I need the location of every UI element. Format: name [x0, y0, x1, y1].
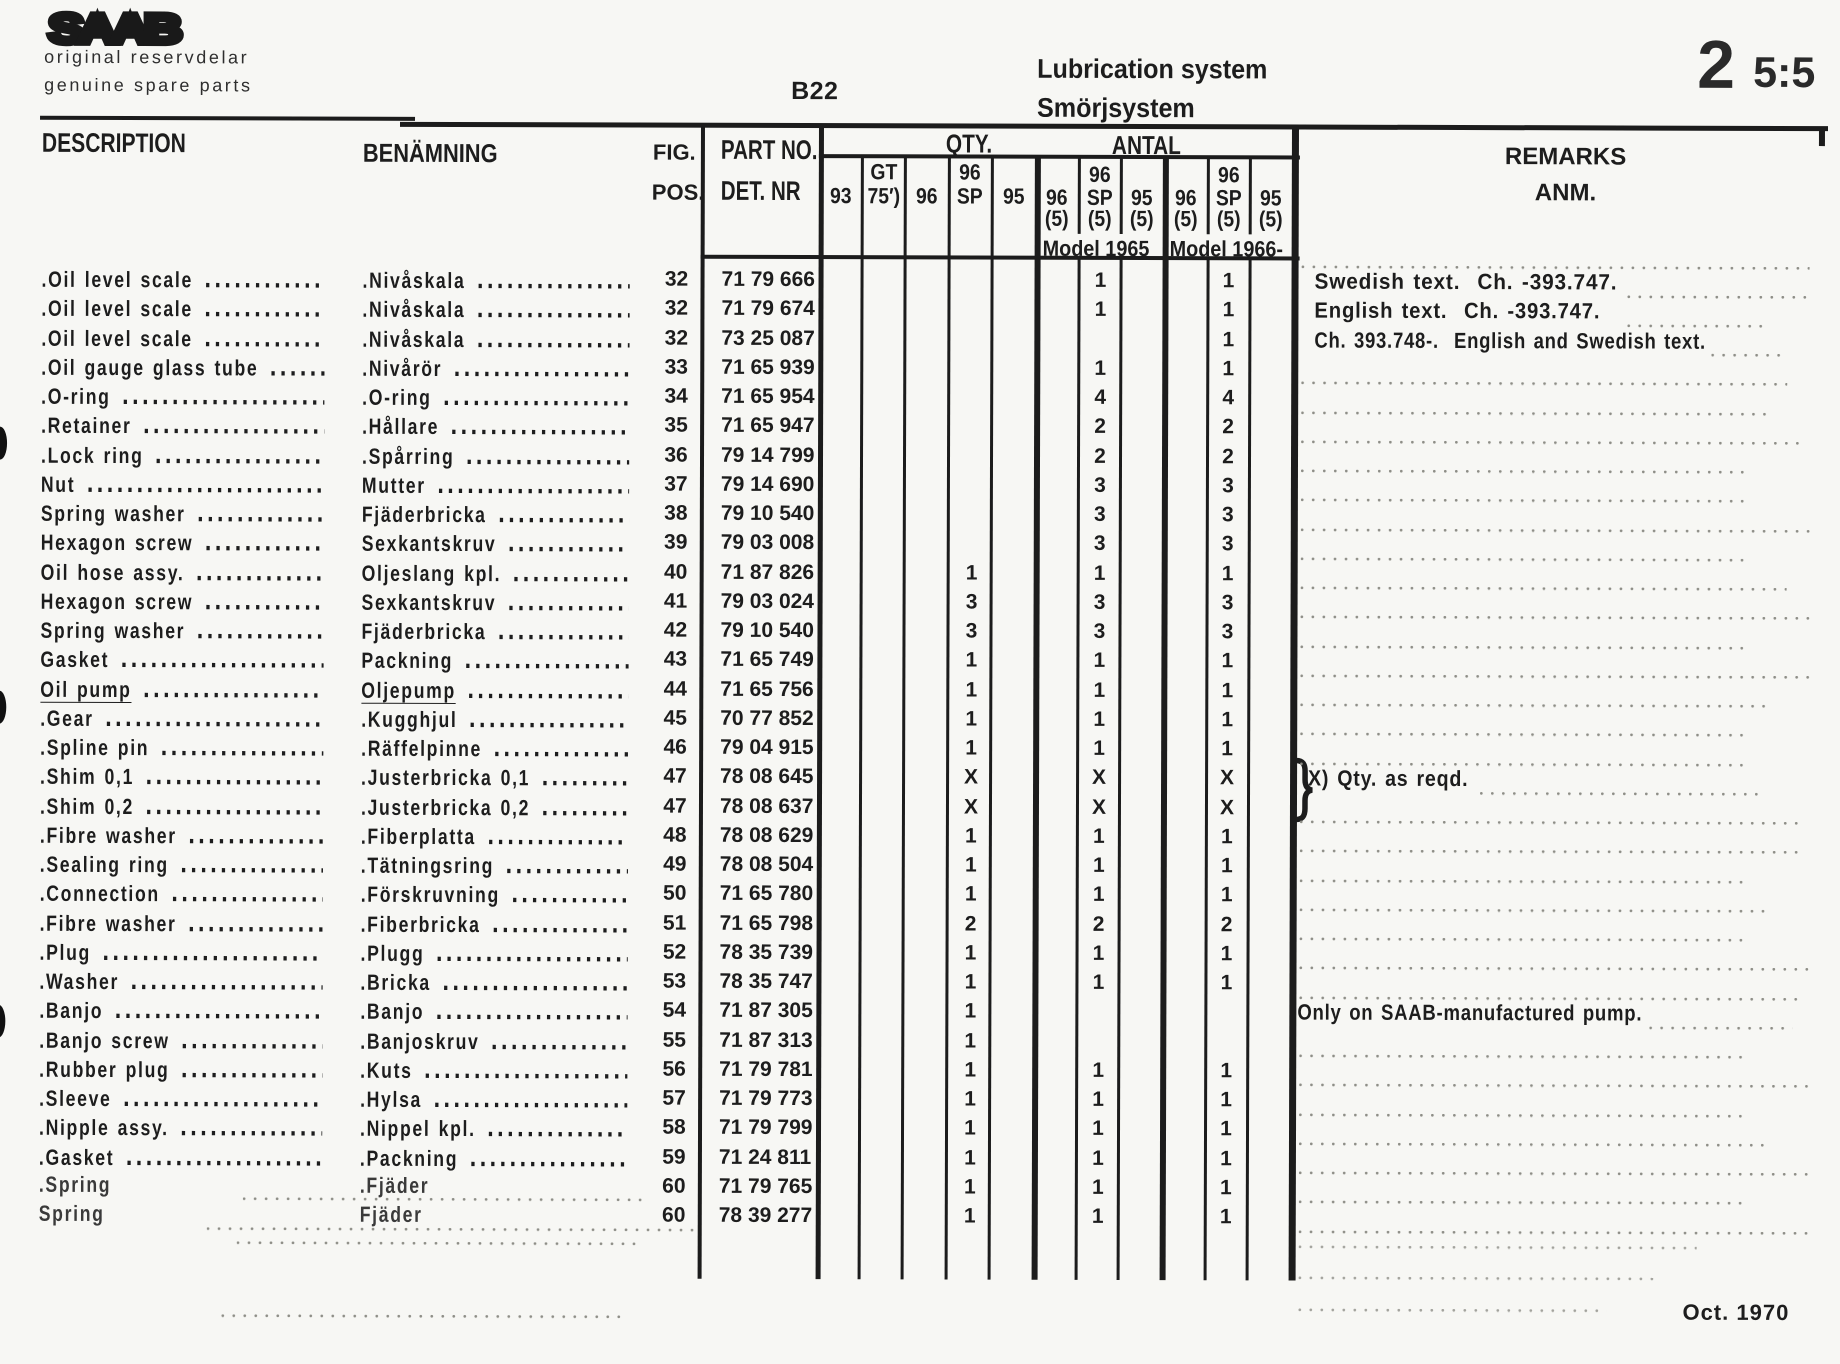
- svg-text:SAAB: SAAB: [48, 6, 180, 52]
